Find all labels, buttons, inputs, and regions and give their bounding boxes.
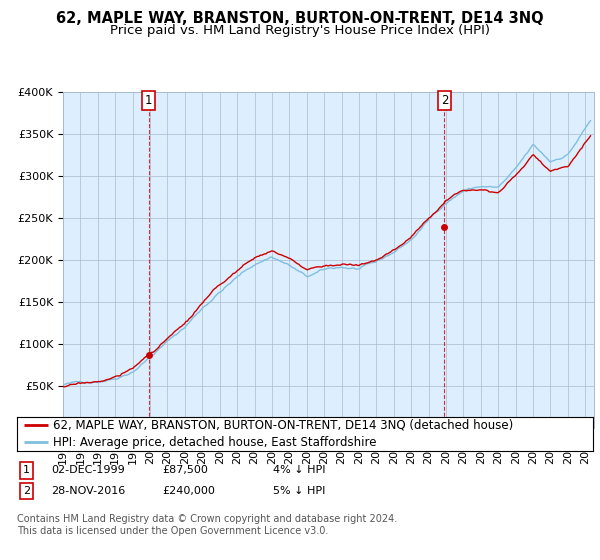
Text: 2: 2 xyxy=(440,94,448,107)
Text: Price paid vs. HM Land Registry's House Price Index (HPI): Price paid vs. HM Land Registry's House … xyxy=(110,24,490,36)
Text: 28-NOV-2016: 28-NOV-2016 xyxy=(51,486,125,496)
Text: 2: 2 xyxy=(23,486,30,496)
Text: £240,000: £240,000 xyxy=(162,486,215,496)
Text: HPI: Average price, detached house, East Staffordshire: HPI: Average price, detached house, East… xyxy=(53,436,376,449)
Text: 62, MAPLE WAY, BRANSTON, BURTON-ON-TRENT, DE14 3NQ (detached house): 62, MAPLE WAY, BRANSTON, BURTON-ON-TRENT… xyxy=(53,419,513,432)
Text: £87,500: £87,500 xyxy=(162,465,208,475)
Text: This data is licensed under the Open Government Licence v3.0.: This data is licensed under the Open Gov… xyxy=(17,526,328,536)
Text: 62, MAPLE WAY, BRANSTON, BURTON-ON-TRENT, DE14 3NQ: 62, MAPLE WAY, BRANSTON, BURTON-ON-TRENT… xyxy=(56,11,544,26)
Text: 1: 1 xyxy=(145,94,152,107)
Text: 4% ↓ HPI: 4% ↓ HPI xyxy=(273,465,325,475)
Text: 02-DEC-1999: 02-DEC-1999 xyxy=(51,465,125,475)
Text: 1: 1 xyxy=(23,465,30,475)
Text: Contains HM Land Registry data © Crown copyright and database right 2024.: Contains HM Land Registry data © Crown c… xyxy=(17,514,397,524)
Text: 5% ↓ HPI: 5% ↓ HPI xyxy=(273,486,325,496)
